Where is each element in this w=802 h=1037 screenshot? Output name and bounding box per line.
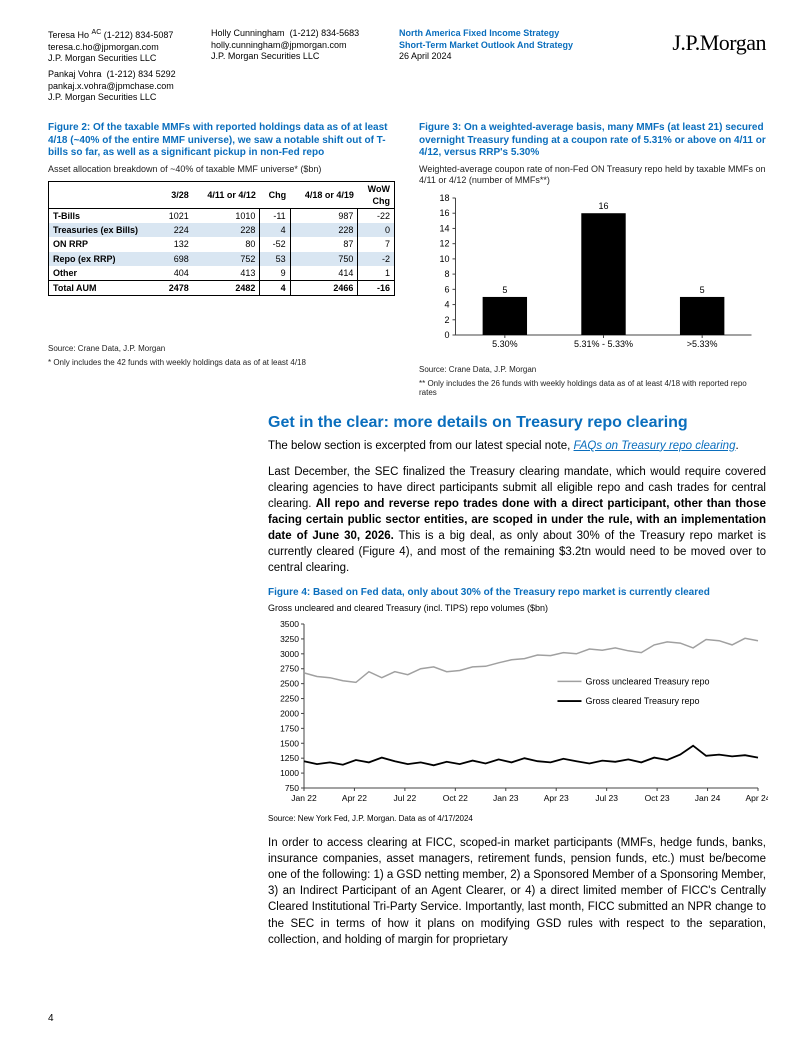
paragraph-1: Last December, the SEC finalized the Tre… (268, 464, 766, 577)
fig4-source: Source: New York Fed, J.P. Morgan. Data … (268, 814, 766, 825)
svg-text:6: 6 (444, 284, 449, 294)
repo-clearing-link[interactable]: FAQs on Treasury repo clearing (574, 440, 736, 452)
svg-text:Gross uncleared Treasury repo: Gross uncleared Treasury repo (585, 676, 709, 686)
svg-text:1750: 1750 (280, 723, 299, 733)
author-email-2: pankaj.x.vohra@jpmchase.com (48, 81, 203, 93)
page-number: 4 (48, 1012, 54, 1026)
svg-text:16: 16 (598, 201, 608, 211)
fig4-line-chart: 750 1000 1250 1500 1750 2000 2250 2500 2750 3000 3… (268, 618, 768, 808)
svg-text:Apr 23: Apr 23 (544, 793, 569, 803)
paragraph-2: In order to access clearing at FICC, sco… (268, 835, 766, 948)
doc-date: 26 April 2024 (399, 51, 579, 63)
svg-text:Jan 23: Jan 23 (493, 793, 519, 803)
svg-text:1250: 1250 (280, 753, 299, 763)
fig3-footnote: ** Only includes the 26 funds with weekl… (419, 379, 766, 398)
svg-text:Gross cleared Treasury repo: Gross cleared Treasury repo (585, 696, 699, 706)
jpm-logo: J.P.Morgan (672, 30, 766, 55)
author-org: J.P. Morgan Securities LLC (211, 51, 391, 63)
author-email: teresa.c.ho@jpmorgan.com (48, 42, 203, 54)
doc-meta: North America Fixed Income Strategy Shor… (399, 28, 579, 104)
author-block-2: Holly Cunningham (1-212) 834-5683 holly.… (211, 28, 391, 104)
logo-block: J.P.Morgan (587, 28, 766, 104)
svg-text:8: 8 (444, 269, 449, 279)
svg-text:Jan 24: Jan 24 (695, 793, 721, 803)
figure-3: Figure 3: On a weighted-average basis, m… (419, 122, 766, 398)
svg-text:Jul 23: Jul 23 (595, 793, 618, 803)
svg-text:2250: 2250 (280, 694, 299, 704)
svg-text:14: 14 (439, 224, 449, 234)
fig2-title: Figure 2: Of the taxable MMFs with repor… (48, 122, 395, 160)
author-org: J.P. Morgan Securities LLC (48, 53, 203, 65)
page-header: Teresa Ho AC (1-212) 834-5087 teresa.c.h… (48, 28, 766, 104)
svg-text:5.30%: 5.30% (492, 339, 518, 349)
fig3-source: Source: Crane Data, J.P. Morgan (419, 365, 766, 375)
fig3-title: Figure 3: On a weighted-average basis, m… (419, 122, 766, 160)
fig2-table: 3/284/11 or 4/12Chg4/18 or 4/19WoWChg T-… (48, 181, 395, 296)
svg-text:Apr 24: Apr 24 (745, 793, 768, 803)
fig2-subtitle: Asset allocation breakdown of ~40% of ta… (48, 164, 395, 175)
svg-text:18: 18 (439, 193, 449, 203)
intro-paragraph: The below section is excerpted from our … (268, 438, 766, 454)
author-block-1: Teresa Ho AC (1-212) 834-5087 teresa.c.h… (48, 28, 203, 104)
svg-text:Jan 22: Jan 22 (291, 793, 317, 803)
svg-text:1500: 1500 (280, 738, 299, 748)
svg-text:Oct 22: Oct 22 (443, 793, 468, 803)
doc-title: Short-Term Market Outlook And Strategy (399, 40, 579, 52)
svg-text:3000: 3000 (280, 649, 299, 659)
svg-text:5.31% - 5.33%: 5.31% - 5.33% (574, 339, 633, 349)
svg-text:Jul 22: Jul 22 (394, 793, 417, 803)
fig4-line-chart-wrap: 750 1000 1250 1500 1750 2000 2250 2500 2750 3000 3… (268, 618, 766, 812)
svg-text:3500: 3500 (280, 619, 299, 629)
author-org-2: J.P. Morgan Securities LLC (48, 92, 203, 104)
svg-text:0: 0 (444, 330, 449, 340)
svg-text:2: 2 (444, 315, 449, 325)
svg-text:10: 10 (439, 254, 449, 264)
fig3-bar-chart: 0 2 4 6 8 10 12 14 16 18 5 5.30% 16 5.31% - 5.33% 5 >5.… (419, 192, 766, 357)
svg-text:Oct 23: Oct 23 (645, 793, 670, 803)
svg-text:>5.33%: >5.33% (687, 339, 718, 349)
figure-2: Figure 2: Of the taxable MMFs with repor… (48, 122, 395, 398)
svg-text:750: 750 (285, 783, 299, 793)
fig2-footnote: * Only includes the 42 funds with weekly… (48, 358, 395, 368)
doc-category: North America Fixed Income Strategy (399, 28, 579, 40)
author-email: holly.cunningham@jpmorgan.com (211, 40, 391, 52)
fig2-source: Source: Crane Data, J.P. Morgan (48, 344, 395, 354)
figure-row: Figure 2: Of the taxable MMFs with repor… (48, 122, 766, 398)
section-heading: Get in the clear: more details on Treasu… (268, 412, 766, 434)
svg-text:12: 12 (439, 239, 449, 249)
svg-text:5: 5 (502, 285, 507, 295)
svg-text:3250: 3250 (280, 634, 299, 644)
author-name-2: Pankaj Vohra (1-212) 834 5292 (48, 69, 203, 81)
author-name: Teresa Ho AC (1-212) 834-5087 (48, 28, 203, 42)
fig4-title: Figure 4: Based on Fed data, only about … (268, 586, 766, 600)
svg-text:Apr 22: Apr 22 (342, 793, 367, 803)
svg-text:2750: 2750 (280, 664, 299, 674)
fig3-subtitle: Weighted-average coupon rate of non-Fed … (419, 164, 766, 187)
fig4-subtitle: Gross uncleared and cleared Treasury (in… (268, 602, 766, 614)
svg-text:5: 5 (700, 285, 705, 295)
svg-text:2000: 2000 (280, 709, 299, 719)
svg-text:1000: 1000 (280, 768, 299, 778)
svg-text:4: 4 (444, 300, 449, 310)
intro-text: The below section is excerpted from our … (268, 440, 574, 452)
svg-text:16: 16 (439, 208, 449, 218)
svg-text:2500: 2500 (280, 679, 299, 689)
author-name: Holly Cunningham (1-212) 834-5683 (211, 28, 391, 40)
